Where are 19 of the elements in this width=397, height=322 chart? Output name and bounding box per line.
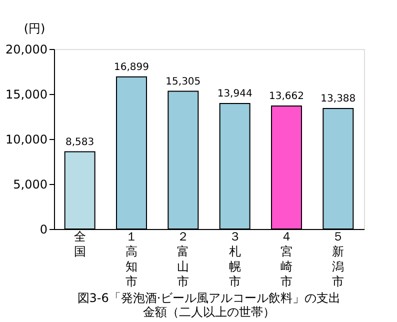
- y-tick-label: 0: [40, 222, 48, 236]
- data-label: 13,944: [217, 88, 252, 100]
- data-label: 13,662: [269, 91, 304, 102]
- text: 図3-6「発泡酒·ビール風アルコール飲料」の支出金額（二人以上の世帯）: [77, 291, 341, 319]
- x-tick-label: ５新潟市: [332, 230, 344, 288]
- x-tick-label: ２富山市: [177, 230, 190, 288]
- y-tick-label: 15,000: [6, 88, 48, 102]
- y-tick-label: 10,000: [6, 132, 48, 146]
- data-label: 8,583: [66, 136, 94, 148]
- x-tick-label: ３札幌市: [228, 230, 241, 288]
- y-axis-title: (円): [24, 22, 46, 36]
- x-tick-label: 全国: [74, 230, 86, 258]
- y-tick-label: 20,000: [6, 42, 48, 56]
- x-tick-label: ４宮崎市: [280, 230, 292, 288]
- x-tick-label: １高知市: [126, 230, 138, 288]
- y-tick-label: 5,000: [13, 178, 48, 192]
- data-label: 16,899: [114, 62, 149, 73]
- data-label: 15,305: [166, 76, 201, 88]
- data-label: 13,388: [320, 94, 356, 105]
